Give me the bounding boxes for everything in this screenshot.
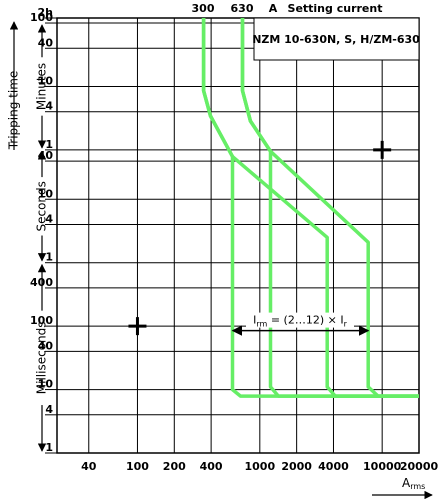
x-tick-label: 400 (200, 460, 223, 473)
range-label: Milliseconds (35, 321, 49, 394)
x-tick-label: 4000 (318, 460, 349, 473)
crosshair-marker (373, 140, 392, 159)
trip-curve (201, 18, 419, 398)
top-label: 630 (231, 2, 254, 15)
irm-label-part: = (2…12) × I (267, 314, 343, 327)
range-label: Seconds (35, 181, 49, 231)
y-tick-label: 100 (30, 11, 53, 24)
x-tick-label: 40 (81, 460, 97, 473)
top-label: A (269, 2, 278, 15)
y-label: Tripping time (7, 71, 21, 151)
top-label: 300 (192, 2, 215, 15)
y-tick-label: 10 (38, 378, 54, 391)
x-label-sub: rms (410, 482, 425, 491)
y-tick-label: 1 (45, 138, 53, 151)
crosshair-marker (128, 317, 147, 336)
x-label-main: A (402, 476, 411, 490)
x-tick-label: 1000 (245, 460, 276, 473)
y-tick-label: 40 (38, 149, 54, 162)
y-tick-label: 40 (38, 339, 54, 352)
y-tick-label: 10 (38, 74, 54, 87)
plot-frame (56, 17, 420, 454)
box-title: NZM 10-630N, S, H/ZM-630 (252, 33, 420, 46)
x-tick-label: 2000 (281, 460, 312, 473)
x-label: Arms (402, 476, 425, 491)
x-tick-label: 20000 (400, 460, 438, 473)
top-label: Setting current (288, 2, 383, 15)
y-tick-label: 40 (38, 36, 54, 49)
y-tick-label: 4 (45, 213, 53, 226)
trip-curve (240, 18, 419, 398)
trip-curve (201, 18, 419, 398)
y-tick-label: 4 (45, 100, 53, 113)
range-label: Minutes (35, 63, 49, 110)
irm-label-part: r (344, 319, 348, 328)
y-tick-label: 1 (45, 251, 53, 264)
title-box (253, 17, 420, 61)
irm-label-bg (246, 312, 354, 328)
y-tick-label: 4 (45, 403, 53, 416)
y-tick-label: 1 (45, 441, 53, 454)
x-tick-label: 200 (163, 460, 186, 473)
irm-label: Irm = (2…12) × Ir (253, 314, 347, 329)
y-tick-label: 2h (38, 6, 54, 19)
irm-label-part: rm (256, 319, 267, 328)
y-tick-label: 100 (30, 314, 53, 327)
irm-label-part: I (253, 314, 256, 327)
x-tick-label: 100 (126, 460, 149, 473)
y-tick-label: 10 (38, 187, 54, 200)
x-tick-label: 10000 (363, 460, 402, 473)
